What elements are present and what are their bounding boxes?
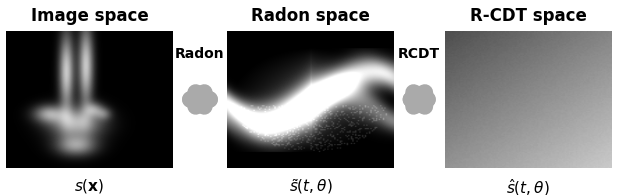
Text: $s(\mathbf{x})$: $s(\mathbf{x})$ [74, 177, 105, 195]
Text: RCDT: RCDT [398, 47, 440, 61]
Text: Radon: Radon [175, 47, 225, 61]
Text: $\tilde{s}(t, \theta)$: $\tilde{s}(t, \theta)$ [289, 177, 332, 195]
Text: R-CDT space: R-CDT space [470, 7, 586, 25]
Text: Image space: Image space [31, 7, 148, 25]
Text: $\hat{s}(t, \theta)$: $\hat{s}(t, \theta)$ [506, 177, 550, 195]
Text: Radon space: Radon space [251, 7, 370, 25]
